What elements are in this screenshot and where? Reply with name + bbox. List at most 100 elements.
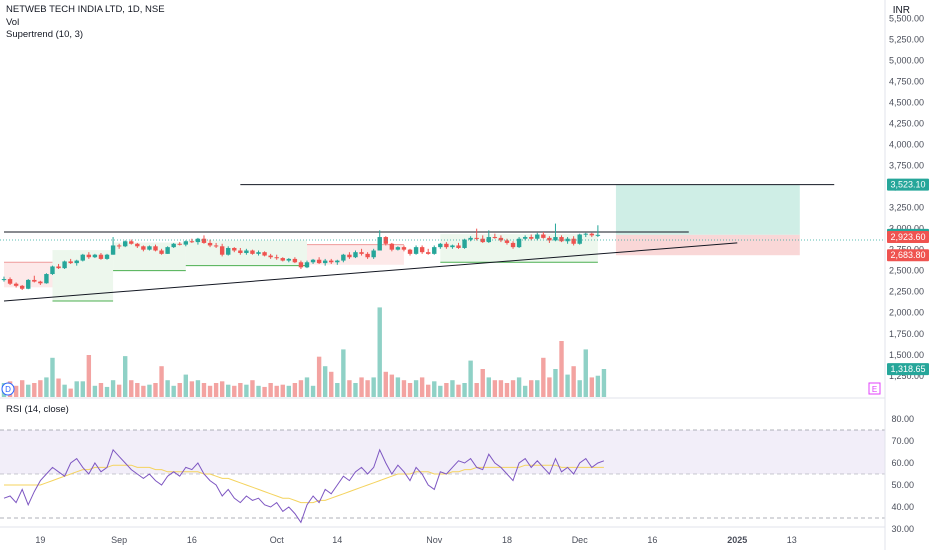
volume-bar xyxy=(92,385,98,397)
candle-body xyxy=(559,237,564,242)
candle-body xyxy=(444,243,449,248)
candle-body xyxy=(377,237,382,251)
candle-body xyxy=(298,262,304,268)
candle-body xyxy=(353,252,358,258)
volume-bar xyxy=(86,355,92,397)
candle-body xyxy=(141,246,146,250)
rsi-indicator-label[interactable]: RSI (14, close) xyxy=(6,404,69,415)
position-zones xyxy=(615,184,800,256)
target-zone xyxy=(615,184,800,235)
volume-bar xyxy=(347,380,352,397)
volume-indicator-label[interactable]: Vol xyxy=(6,16,20,28)
candle-body xyxy=(401,247,407,250)
candle-body xyxy=(438,243,443,248)
volume-bar xyxy=(401,380,407,397)
volume-bar xyxy=(129,380,134,397)
candle-body xyxy=(450,245,455,248)
volume-bar xyxy=(365,380,370,397)
candle-body xyxy=(238,250,243,254)
candle-body xyxy=(522,237,528,239)
rsi-axis[interactable]: 80.00 70.00 60.00 50.00 40.00 30.00 xyxy=(891,414,914,534)
time-tick-label: Nov xyxy=(426,535,443,545)
price-tick-label: 1,500.00 xyxy=(889,350,924,360)
price-tick-label: 4,250.00 xyxy=(889,119,924,129)
candle-body xyxy=(62,261,67,269)
candle-body xyxy=(244,250,249,254)
candle-body xyxy=(201,238,207,243)
candle-body xyxy=(310,259,316,263)
candle-body xyxy=(280,258,285,261)
volume-bar xyxy=(80,381,85,397)
volume-bar xyxy=(38,380,43,397)
candle-body xyxy=(104,254,110,259)
rsi-lines xyxy=(3,448,605,524)
candle-body xyxy=(383,237,388,244)
dividend-marker-icon[interactable]: D xyxy=(1,382,15,396)
volume-bar xyxy=(322,366,328,397)
candle-body xyxy=(13,283,19,286)
time-tick-label: 18 xyxy=(502,535,512,545)
candle-body xyxy=(153,246,158,251)
candle-body xyxy=(226,247,231,255)
candle-body xyxy=(583,233,588,235)
candle-body xyxy=(389,243,395,250)
price-tick-label: 2,250.00 xyxy=(889,287,924,297)
candle-body xyxy=(322,260,328,264)
candle-body xyxy=(232,247,237,251)
volume-bar xyxy=(432,381,437,397)
currency-label[interactable]: INR xyxy=(892,5,910,16)
svg-text:E: E xyxy=(872,385,877,394)
time-tick-label: Dec xyxy=(572,535,589,545)
time-tick-label: 2025 xyxy=(727,535,747,545)
rsi-band xyxy=(0,430,885,474)
volume-bar xyxy=(116,384,122,397)
volume-bar xyxy=(407,383,413,397)
volume-bar xyxy=(450,380,455,397)
volume-bar xyxy=(474,383,479,397)
price-tick-label: 4,750.00 xyxy=(889,76,924,86)
volume-bar xyxy=(159,366,164,397)
volume-bar xyxy=(183,374,188,397)
price-tick-label: 2,000.00 xyxy=(889,308,924,318)
volume-bar xyxy=(201,383,207,397)
volume-bar xyxy=(56,378,61,397)
volume-bar xyxy=(110,380,116,397)
volume-bar xyxy=(177,383,182,397)
price-tick-label: 3,750.00 xyxy=(889,161,924,171)
candle-body xyxy=(123,241,128,247)
time-tick-label: Oct xyxy=(270,535,285,545)
candle-body xyxy=(207,242,213,246)
candle-body xyxy=(50,266,55,275)
volume-bar xyxy=(583,349,588,397)
candle-body xyxy=(341,254,346,261)
supertrend-indicator-label[interactable]: Supertrend (10, 3) xyxy=(6,29,84,40)
price-tag-box xyxy=(887,178,929,191)
candle-body xyxy=(19,285,25,289)
volume-bar xyxy=(486,377,491,397)
candle-body xyxy=(219,246,225,255)
trendlines[interactable] xyxy=(3,184,835,302)
candle-body xyxy=(129,241,134,244)
trendline xyxy=(3,242,738,302)
candlesticks xyxy=(1,223,601,291)
volume-bar xyxy=(468,360,473,397)
volume-bar xyxy=(426,384,431,397)
volume-bar xyxy=(19,380,25,397)
candle-body xyxy=(213,245,219,247)
symbol-title[interactable]: NETWEB TECH INDIA LTD, 1D, NSE xyxy=(6,4,165,15)
volume-bar xyxy=(141,385,146,397)
volume-bar xyxy=(577,380,582,397)
price-tag-label: 1,318.65 xyxy=(890,364,925,374)
chart-legend: NETWEB TECH INDIA LTD, 1D, NSE Vol Super… xyxy=(6,4,165,42)
volume-bar xyxy=(498,380,504,397)
time-axis[interactable]: 19 Sep 16 Oct 14 Nov 18 Dec 16 2025 13 xyxy=(35,535,796,545)
candle-body xyxy=(86,254,92,258)
candle-body xyxy=(177,243,182,245)
candle-body xyxy=(329,260,334,263)
volume-bar xyxy=(341,349,346,397)
time-tick-label: 19 xyxy=(35,535,45,545)
price-tag-label: 3,523.10 xyxy=(890,180,925,190)
candle-body xyxy=(171,243,176,248)
earnings-marker-icon[interactable]: E xyxy=(868,382,881,395)
